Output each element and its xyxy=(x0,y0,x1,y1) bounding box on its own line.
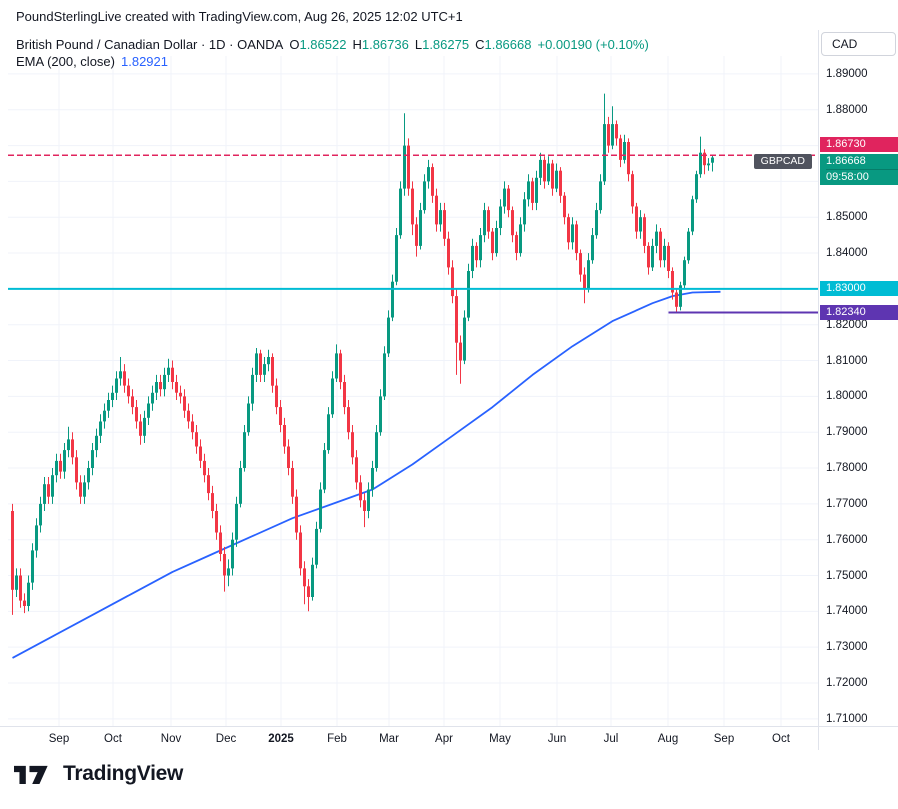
tradingview-logo-icon xyxy=(14,765,48,784)
tradingview-logo[interactable]: TradingView xyxy=(14,760,183,788)
time-tick: Oct xyxy=(104,733,122,745)
price-change: +0.00190 (+0.10%) xyxy=(537,37,649,52)
time-tick: Mar xyxy=(379,733,399,745)
time-tick: Sep xyxy=(48,733,70,745)
time-tick: Oct xyxy=(772,733,790,745)
support-line-badge[interactable]: 1.83000 xyxy=(820,280,898,296)
legend: British Pound / Canadian Dollar · 1D · O… xyxy=(16,36,649,70)
price-axis[interactable]: 1.86730 1.86668 09:58:00 1.83000 1.82340… xyxy=(818,30,898,750)
price-tick: 1.75000 xyxy=(826,569,868,582)
price-tick: 1.72000 xyxy=(826,677,868,689)
time-tick: Nov xyxy=(160,733,182,745)
price-tick: 1.85000 xyxy=(826,211,868,224)
price-tick: 1.74000 xyxy=(826,605,868,618)
attribution: PoundSterlingLive created with TradingVi… xyxy=(16,9,463,24)
price-tick: 1.76000 xyxy=(826,533,868,546)
price-tick: 1.84000 xyxy=(826,247,868,260)
ema-line[interactable] xyxy=(12,290,721,659)
ohlc-low-label: L xyxy=(414,37,423,52)
time-tick: Sep xyxy=(713,733,735,745)
time-tick: Jun xyxy=(547,733,567,745)
bar-countdown: 09:58:00 xyxy=(826,169,898,185)
last-price-value: 1.86668 xyxy=(826,155,866,168)
price-tick: 1.88000 xyxy=(826,103,868,116)
currency-button[interactable]: CAD xyxy=(821,32,896,56)
low-line-badge[interactable]: 1.82340 xyxy=(820,304,898,320)
price-tick: 1.77000 xyxy=(826,497,868,510)
price-tick: 1.78000 xyxy=(826,462,868,475)
price-tick: 1.79000 xyxy=(826,426,868,439)
time-tick: Aug xyxy=(657,733,679,745)
chart-canvas[interactable] xyxy=(8,56,818,726)
last-price-badge: 1.86668 09:58:00 xyxy=(820,154,898,186)
ohlc-close: 1.86668 xyxy=(484,37,532,52)
symbol-title[interactable]: British Pound / Canadian Dollar · 1D · O… xyxy=(16,37,284,52)
price-tick: 1.89000 xyxy=(826,67,868,80)
price-tick: 1.73000 xyxy=(826,641,868,654)
ohlc-close-label: C xyxy=(475,37,485,52)
indicator-value: 1.82921 xyxy=(121,54,168,69)
grid-lines xyxy=(8,56,818,726)
price-tick: 1.81000 xyxy=(826,354,868,367)
time-tick: Jul xyxy=(603,733,619,745)
price-tick: 1.82000 xyxy=(826,318,868,331)
price-tick: 1.71000 xyxy=(826,712,868,725)
time-tick: Apr xyxy=(435,733,453,745)
symbol-tag: GBPCAD xyxy=(753,154,812,170)
ohlc-open-label: O xyxy=(289,37,300,52)
time-tick: Feb xyxy=(327,733,347,745)
ohlc-open: 1.86522 xyxy=(299,37,347,52)
line-price-badge[interactable]: 1.86730 xyxy=(820,137,898,153)
ohlc-high: 1.86736 xyxy=(361,37,409,52)
candlestick-series[interactable] xyxy=(11,93,714,615)
time-tick: May xyxy=(489,733,511,745)
ohlc-high-label: H xyxy=(352,37,362,52)
tradingview-wordmark: TradingView xyxy=(63,762,184,785)
time-axis[interactable]: Sep Oct Nov Dec 2025 Feb Mar Apr May Jun Jul Aug Sep… xyxy=(0,726,898,753)
price-tick: 1.80000 xyxy=(826,390,868,403)
ohlc-low: 1.86275 xyxy=(422,37,470,52)
time-tick: 2025 xyxy=(268,733,294,745)
time-tick: Dec xyxy=(215,733,237,745)
indicator-label[interactable]: EMA (200, close) xyxy=(16,54,115,69)
